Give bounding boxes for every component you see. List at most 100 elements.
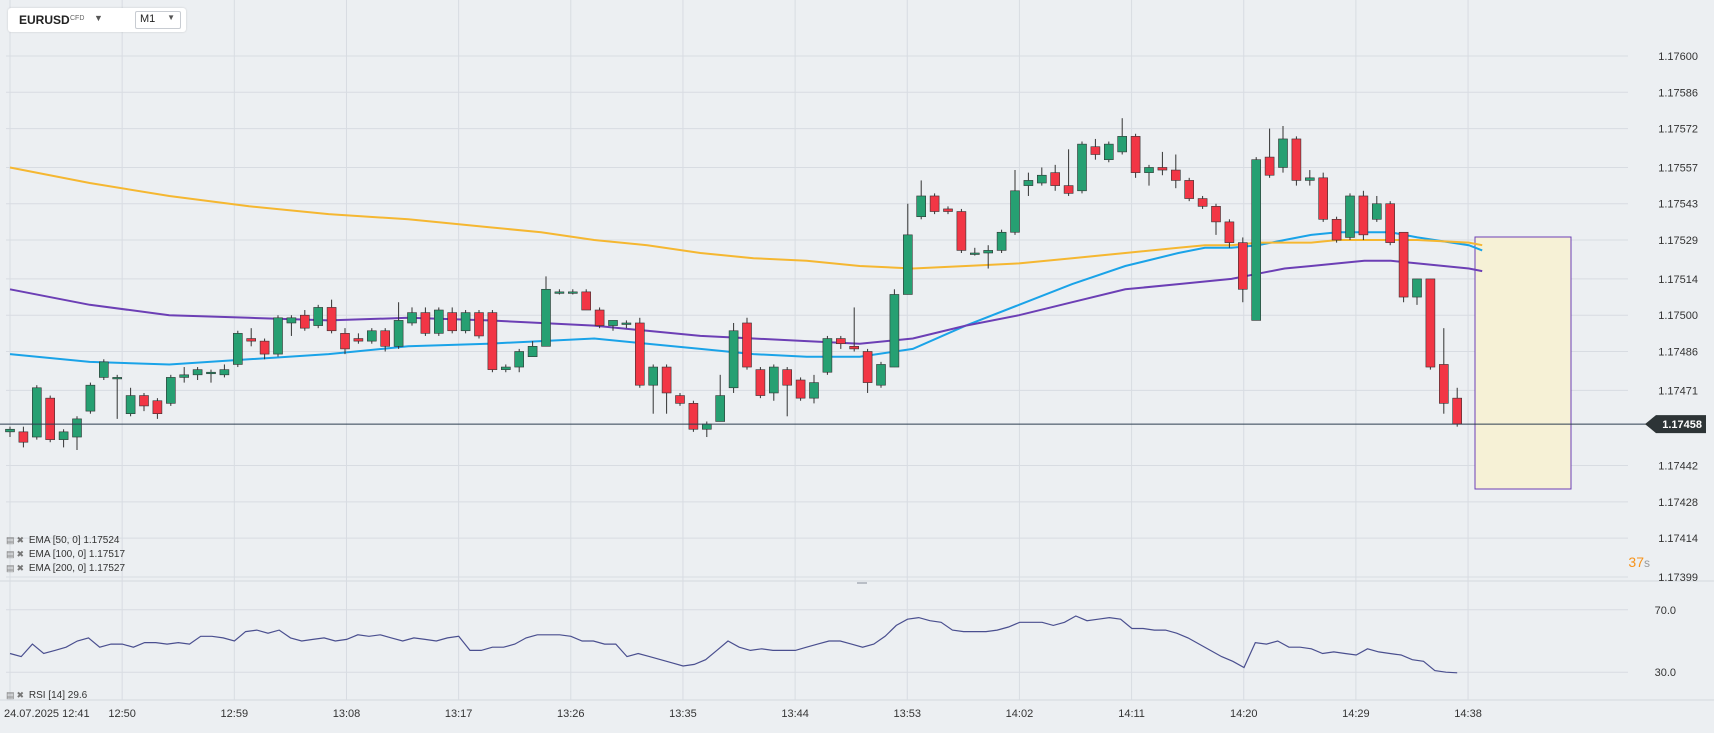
candle-body[interactable] xyxy=(1318,177,1328,220)
candle-body[interactable] xyxy=(742,322,752,368)
candle-body[interactable] xyxy=(447,312,458,332)
candle-body[interactable] xyxy=(701,423,712,430)
candle-body[interactable] xyxy=(1104,143,1114,160)
candle-body[interactable] xyxy=(648,366,659,386)
candle-body[interactable] xyxy=(18,431,29,443)
candle-body[interactable] xyxy=(299,314,310,329)
candle-body[interactable] xyxy=(474,312,484,337)
candle-body[interactable] xyxy=(500,366,511,370)
candle-body[interactable] xyxy=(661,366,672,394)
candle-body[interactable] xyxy=(943,208,953,212)
candle-body[interactable] xyxy=(1063,185,1074,194)
candle-body[interactable] xyxy=(688,403,699,430)
candle-body[interactable] xyxy=(1305,177,1315,181)
candle-body[interactable] xyxy=(983,250,994,254)
candle-body[interactable] xyxy=(112,377,122,380)
candle-body[interactable] xyxy=(433,309,444,334)
candle-body[interactable] xyxy=(1358,195,1369,236)
candle-body[interactable] xyxy=(1090,146,1101,155)
candle-body[interactable] xyxy=(45,397,56,440)
candle-body[interactable] xyxy=(835,338,846,345)
candle-body[interactable] xyxy=(1184,180,1194,199)
candle-body[interactable] xyxy=(1439,364,1449,404)
rsi-legend[interactable]: ▤ ✖ RSI [14] 29.6 xyxy=(6,690,87,701)
caret-down-icon[interactable]: ▼ xyxy=(94,13,103,23)
candle-body[interactable] xyxy=(246,338,256,342)
candle-body[interactable] xyxy=(487,312,498,370)
candle-body[interactable] xyxy=(634,322,645,386)
candle-body[interactable] xyxy=(393,320,404,347)
candle-body[interactable] xyxy=(166,377,176,404)
candle-body[interactable] xyxy=(1023,180,1034,186)
panel-resize-handle[interactable] xyxy=(857,582,867,584)
candle-body[interactable] xyxy=(1050,172,1060,186)
candle-body[interactable] xyxy=(969,252,980,255)
candle-body[interactable] xyxy=(1077,143,1087,192)
close-icon[interactable]: ✖ xyxy=(16,535,25,545)
candle-body[interactable] xyxy=(996,231,1007,251)
candle-body[interactable] xyxy=(1331,218,1342,241)
candle-body[interactable] xyxy=(514,351,525,368)
candle-body[interactable] xyxy=(326,307,337,332)
candle-body[interactable] xyxy=(527,346,538,357)
candle-body[interactable] xyxy=(179,374,189,378)
candle-body[interactable] xyxy=(541,288,551,347)
candle-body[interactable] xyxy=(420,312,431,334)
candle-body[interactable] xyxy=(85,384,96,412)
candle-body[interactable] xyxy=(1171,169,1181,181)
candle-body[interactable] xyxy=(31,387,42,438)
candle-body[interactable] xyxy=(353,338,364,342)
candle-body[interactable] xyxy=(902,234,913,295)
candle-body[interactable] xyxy=(715,395,726,422)
candle-body[interactable] xyxy=(152,400,163,415)
candle-body[interactable] xyxy=(1291,138,1302,181)
candle-body[interactable] xyxy=(192,369,203,376)
candle-body[interactable] xyxy=(849,346,860,350)
list-icon[interactable]: ▤ xyxy=(6,535,15,545)
candle-body[interactable] xyxy=(1345,195,1355,238)
candle-body[interactable] xyxy=(916,195,927,218)
list-icon[interactable]: ▤ xyxy=(6,690,15,700)
ema-100-legend[interactable]: ▤ ✖ EMA [100, 0] 1.17517 xyxy=(6,549,125,560)
candle-body[interactable] xyxy=(1251,159,1261,321)
candle-body[interactable] xyxy=(554,291,565,294)
candle-body[interactable] xyxy=(621,322,632,325)
close-icon[interactable]: ✖ xyxy=(16,549,25,559)
candle-body[interactable] xyxy=(956,211,967,251)
candle-body[interactable] xyxy=(233,333,243,365)
candle-body[interactable] xyxy=(206,371,216,375)
ema-50-legend[interactable]: ▤ ✖ EMA [50, 0] 1.17524 xyxy=(6,535,120,546)
candle-body[interactable] xyxy=(782,369,793,386)
list-icon[interactable]: ▤ xyxy=(6,563,15,573)
candle-body[interactable] xyxy=(366,330,377,342)
candle-body[interactable] xyxy=(340,333,350,350)
candle-body[interactable] xyxy=(1010,190,1020,233)
candle-body[interactable] xyxy=(809,382,819,399)
candle-body[interactable] xyxy=(1425,278,1436,368)
candle-body[interactable] xyxy=(1211,206,1221,223)
candle-body[interactable] xyxy=(862,351,873,383)
candle-body[interactable] xyxy=(1117,136,1127,153)
candle-body[interactable] xyxy=(1412,278,1422,298)
candle-body[interactable] xyxy=(125,395,136,415)
candle-body[interactable] xyxy=(594,309,605,326)
candle-body[interactable] xyxy=(5,428,15,433)
candle-body[interactable] xyxy=(460,312,471,332)
close-icon[interactable]: ✖ xyxy=(16,690,25,700)
candle-body[interactable] xyxy=(822,338,833,373)
candle-body[interactable] xyxy=(581,291,592,311)
candle-body[interactable] xyxy=(1264,156,1275,176)
candle-body[interactable] xyxy=(1238,242,1248,290)
candle-body[interactable] xyxy=(876,364,886,386)
ema-200-legend[interactable]: ▤ ✖ EMA [200, 0] 1.17527 xyxy=(6,563,125,574)
candle-body[interactable] xyxy=(1452,397,1462,425)
close-icon[interactable]: ✖ xyxy=(16,563,25,573)
candle-body[interactable] xyxy=(728,330,739,389)
candle-body[interactable] xyxy=(675,395,685,404)
candle-body[interactable] xyxy=(72,418,82,438)
timeframe-select[interactable]: M1 ▼ xyxy=(135,11,181,29)
symbol-label[interactable]: EURUSD xyxy=(19,13,70,27)
candle-body[interactable] xyxy=(273,317,283,355)
candle-body[interactable] xyxy=(1197,198,1208,207)
